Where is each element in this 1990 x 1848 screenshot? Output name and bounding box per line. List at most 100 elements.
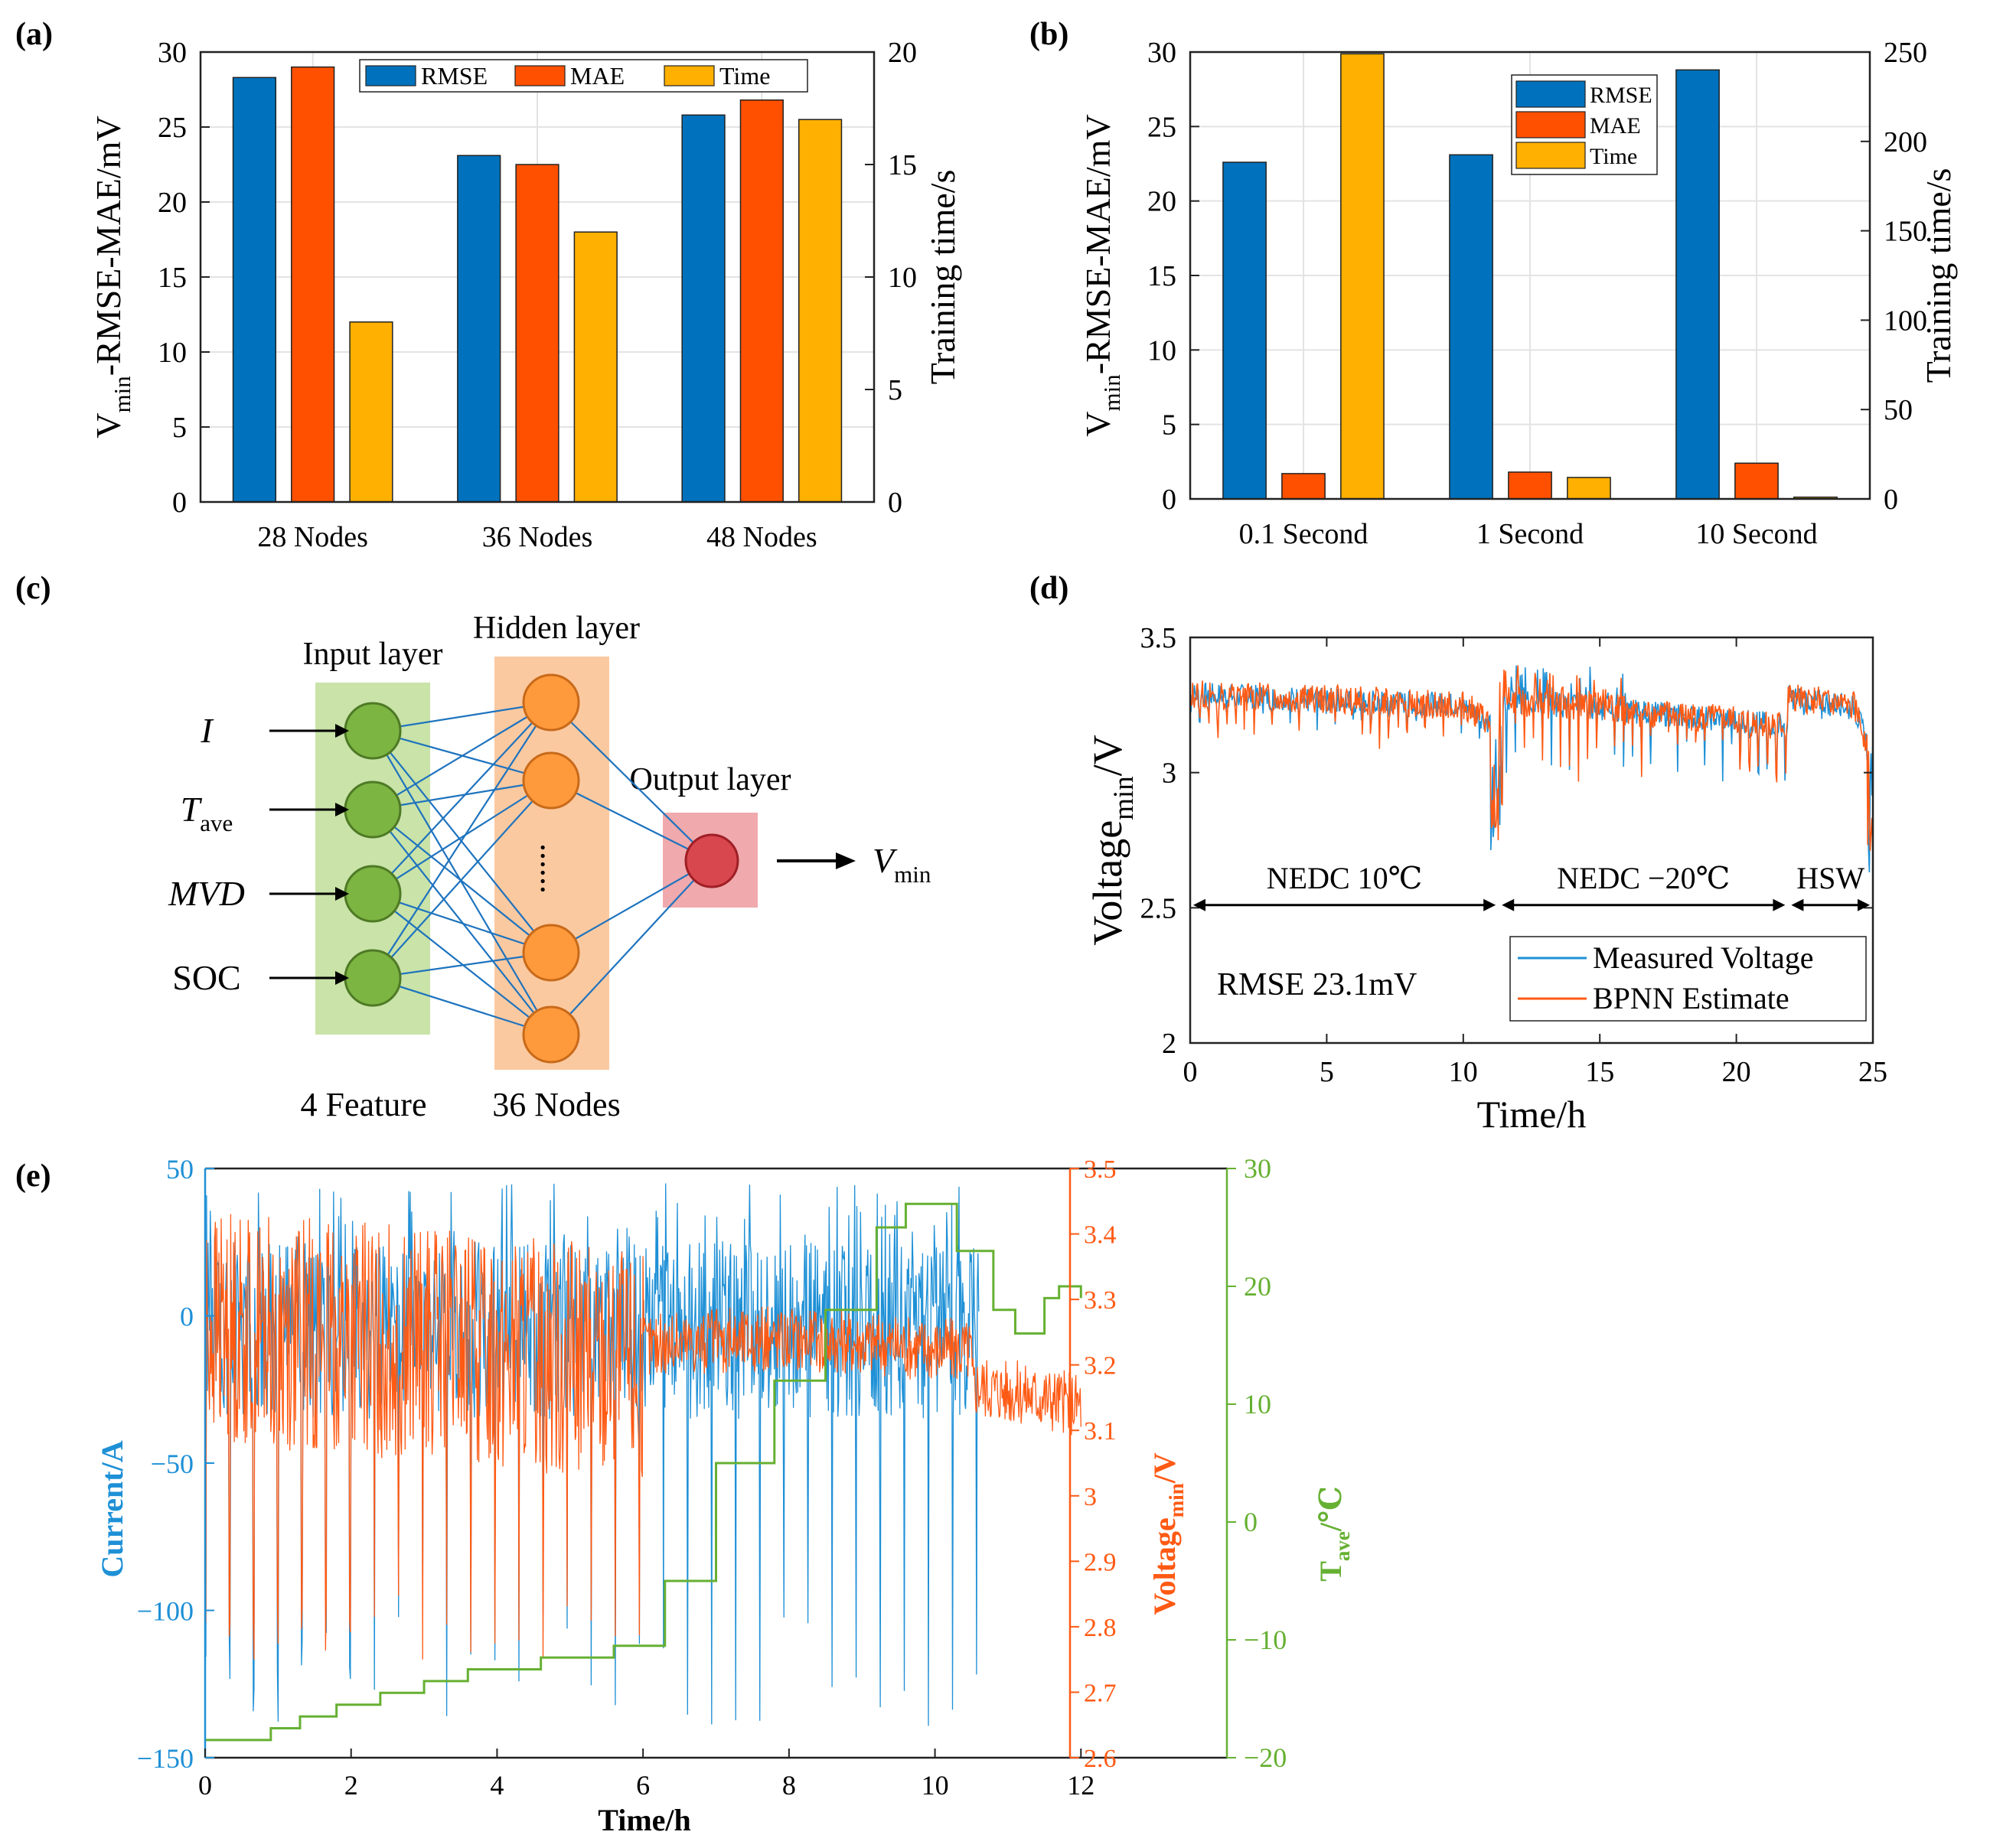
- x-tick-label: 36 Nodes: [482, 521, 593, 553]
- output-layer-label: Output layer: [629, 762, 791, 797]
- output-label: Vmin: [873, 841, 931, 888]
- legend: RMSE MAE Time: [1511, 74, 1658, 175]
- label-part: SOC: [172, 958, 240, 997]
- connection: [550, 860, 713, 1035]
- y-tick-label: 3.5: [1140, 622, 1177, 654]
- panel-a-bar-chart: (a) 28 Nodes 36 Nodes 48 Nodes 0 5 10 15 20 25 30 0…: [15, 17, 962, 553]
- connection: [372, 976, 552, 1036]
- y-axis-label: Vmin-RMSE-MAE/mV: [89, 116, 135, 438]
- y-right-tick-label: 250: [1884, 37, 1927, 69]
- x-tick-label: 10: [922, 1770, 949, 1801]
- label-part: -RMSE-MAE/mV: [1078, 114, 1117, 374]
- segment-arrow-head: [1791, 898, 1804, 911]
- panel-c-network-diagram: (c) Input layer Hidden layer Output layer..…: [15, 571, 931, 1123]
- segment-arrow-head: [1773, 898, 1786, 911]
- y-right-tick-label: 15: [888, 149, 917, 181]
- hidden-node: [522, 1005, 580, 1064]
- legend-box: [1509, 936, 1867, 1022]
- y-mid-tick-label: 2.9: [1084, 1548, 1117, 1576]
- legend-label: MAE: [570, 62, 625, 90]
- y-tick-label: 5: [172, 412, 187, 444]
- input-layer-label: Input layer: [302, 637, 442, 672]
- bar-time: [573, 231, 618, 503]
- y-mid-tick-label: 3.2: [1084, 1352, 1117, 1380]
- x-tick-label: 10: [1449, 1056, 1478, 1088]
- connection: [372, 702, 552, 810]
- legend-label: BPNN Estimate: [1593, 981, 1789, 1015]
- label-part: MVD: [168, 874, 245, 913]
- bar-time: [1340, 53, 1385, 500]
- input-feature-label: Tave: [181, 790, 233, 836]
- legend-swatch: [1515, 142, 1586, 169]
- x-tick-label: 0: [1183, 1056, 1198, 1088]
- y-tick-label: 20: [158, 187, 187, 219]
- input-feature-label: I: [200, 711, 214, 750]
- input-feature-label: MVD: [168, 874, 245, 913]
- y-mid-tick-label: 3.5: [1084, 1155, 1117, 1184]
- label-part: -RMSE-MAE/mV: [89, 116, 128, 376]
- panel-label: (e): [15, 1159, 51, 1194]
- subscript: min: [109, 376, 135, 413]
- connection: [372, 780, 552, 979]
- y-axis-label: Vmin-RMSE-MAE/mV: [1078, 114, 1125, 436]
- bar-rmse: [1449, 154, 1493, 500]
- panel-e-current-voltage-temperature-chart: (e)0 2 4 6 8 10 12−150−100−500502.62.72.82.933…: [15, 1153, 1354, 1837]
- label-part: V: [873, 841, 898, 880]
- x-tick-label: 15: [1585, 1056, 1614, 1088]
- connection: [372, 779, 552, 811]
- nodes-caption: 36 Nodes: [492, 1086, 620, 1123]
- y-mid-tick-label: 3.3: [1084, 1286, 1117, 1315]
- x-tick-label: 5: [1320, 1056, 1334, 1088]
- measured-voltage-line: [1189, 665, 1874, 873]
- y-tick-label: 15: [158, 262, 187, 294]
- x-axis-label: Time/h: [598, 1803, 691, 1837]
- x-axis-label: Time/h: [1477, 1093, 1587, 1136]
- y-tick-label: 30: [1147, 37, 1176, 69]
- y-tick-label: 0: [172, 487, 187, 519]
- connection: [372, 809, 552, 953]
- label-part: Voltage: [1085, 820, 1130, 946]
- y-tick-label: 25: [158, 112, 187, 144]
- connection: [372, 951, 552, 979]
- x-tick-label: 1 Second: [1476, 518, 1584, 550]
- x-tick-label: 20: [1722, 1056, 1751, 1088]
- x-tick-label: 10 Second: [1695, 518, 1817, 550]
- connection: [372, 702, 552, 979]
- hidden-layer-label: Hidden layer: [473, 611, 640, 646]
- y-axis-label-voltage: Voltagemin/V: [1147, 1452, 1188, 1615]
- legend-swatch: [1515, 80, 1586, 108]
- label-part: V: [89, 412, 128, 438]
- legend-box: [359, 59, 808, 93]
- y-right-tick-label: 20: [1244, 1271, 1271, 1302]
- y-mid-tick-label: 2.6: [1084, 1745, 1117, 1773]
- hidden-ellipsis: ......: [533, 843, 571, 894]
- x-tick-label: 48 Nodes: [706, 521, 817, 553]
- segment-label: HSW: [1796, 861, 1864, 895]
- panel-label: (d): [1029, 571, 1068, 606]
- legend-label: Time: [1590, 144, 1637, 169]
- y-axis-label-temperature: Tave/℃: [1313, 1486, 1354, 1582]
- bar-rmse: [232, 77, 277, 503]
- current-line: [204, 1183, 980, 1726]
- hidden-node: [522, 924, 580, 982]
- y-axis-label: Voltagemin/V: [1085, 735, 1140, 946]
- x-tick-label: 2: [344, 1770, 358, 1801]
- hidden-node: [522, 673, 580, 732]
- y-tick-label: 10: [158, 337, 187, 369]
- subscript: min: [1165, 1483, 1188, 1517]
- panel-label: (a): [15, 17, 53, 52]
- bar-mae: [515, 164, 559, 503]
- segment-arrow-head: [1483, 898, 1496, 911]
- legend: RMSE MAE Time: [359, 59, 808, 93]
- y-right-tick-label: −10: [1244, 1625, 1287, 1655]
- bar-rmse: [681, 114, 726, 503]
- bar-mae: [739, 99, 784, 503]
- label-part: /V: [1147, 1452, 1182, 1484]
- bar-mae: [1281, 473, 1326, 500]
- input-node: [344, 781, 402, 839]
- y-axis-label-current: Current/A: [95, 1440, 129, 1577]
- connection: [550, 860, 713, 953]
- panel-label: (b): [1029, 17, 1068, 52]
- y-mid-tick-label: 2.8: [1084, 1614, 1117, 1642]
